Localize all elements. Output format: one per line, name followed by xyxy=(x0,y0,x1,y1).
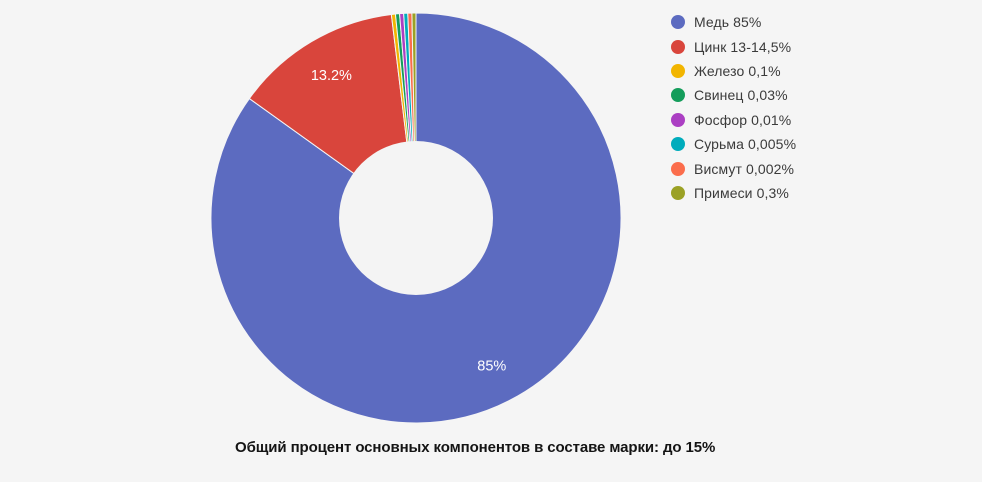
legend-label: Железо 0,1% xyxy=(694,62,781,79)
legend-swatch-icon xyxy=(671,112,685,127)
legend-item-Свинец[interactable]: Свинец 0,03% xyxy=(671,83,796,107)
legend-item-Висмут[interactable]: Висмут 0,002% xyxy=(671,156,796,180)
legend-swatch-icon xyxy=(671,15,685,30)
legend-label: Фосфор 0,01% xyxy=(694,111,792,128)
donut-hole xyxy=(339,141,493,295)
legend-label: Сурьма 0,005% xyxy=(694,136,797,153)
legend-item-Фосфор[interactable]: Фосфор 0,01% xyxy=(671,108,796,132)
legend-label: Цинк 13-14,5% xyxy=(694,38,792,55)
legend-label: Висмут 0,002% xyxy=(694,160,795,177)
legend-item-Железо[interactable]: Железо 0,1% xyxy=(671,59,796,83)
legend-swatch-icon xyxy=(671,137,685,152)
legend-swatch-icon xyxy=(671,39,685,54)
legend-label: Медь 85% xyxy=(694,14,762,31)
legend-swatch-icon xyxy=(671,161,685,176)
chart-legend: Медь 85% Цинк 13-14,5% Железо 0,1% Свинец 0… xyxy=(671,10,796,205)
legend-item-Цинк[interactable]: Цинк 13-14,5% xyxy=(671,34,796,58)
legend-swatch-icon xyxy=(671,88,685,103)
legend-swatch-icon xyxy=(671,63,685,78)
legend-item-Примеси[interactable]: Примеси 0,3% xyxy=(671,181,796,205)
slice-label-Медь: 85% xyxy=(477,359,506,375)
legend-swatch-icon xyxy=(671,185,685,200)
legend-item-Сурьма[interactable]: Сурьма 0,005% xyxy=(671,132,796,156)
legend-label: Свинец 0,03% xyxy=(694,87,788,104)
legend-label: Примеси 0,3% xyxy=(694,184,789,201)
chart-caption: Общий процент основных компонентов в сос… xyxy=(235,439,716,456)
slice-label-Цинк: 13.2% xyxy=(311,68,352,84)
legend-item-Медь[interactable]: Медь 85% xyxy=(671,10,796,34)
